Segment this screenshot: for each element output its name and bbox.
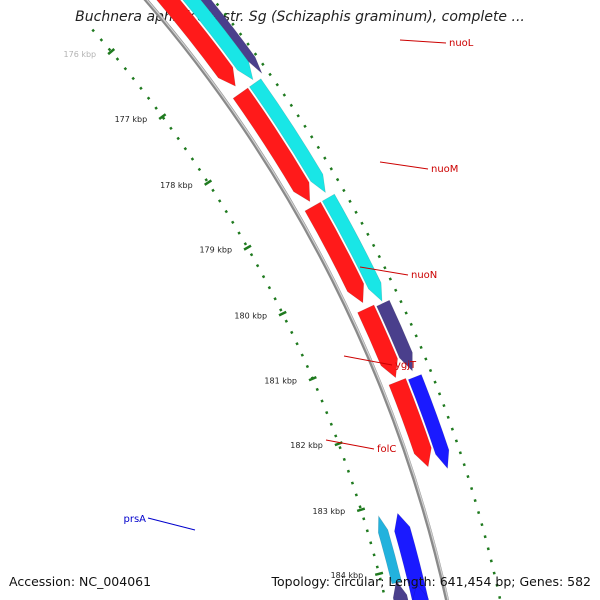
gene-label: nuoM <box>431 164 458 175</box>
scale-label: 178 kbp <box>160 181 193 190</box>
scale-label: 176 kbp <box>64 50 97 59</box>
cds-band <box>392 580 409 600</box>
gene-arrow-ygjT <box>357 304 398 379</box>
scale-label: 184 kbp <box>331 571 364 580</box>
gene-arrow-nuoM <box>232 87 311 203</box>
scale-tick <box>356 507 366 513</box>
cds-band <box>200 0 263 74</box>
scale-tick <box>243 244 252 251</box>
genome-summary: Topology: circular; Length: 641,454 bp; … <box>271 574 592 589</box>
accession-label: Accession: NC_004061 <box>9 574 152 589</box>
cds-band <box>407 374 450 470</box>
scale-tick <box>158 113 167 120</box>
scale-label: 183 kbp <box>313 507 346 516</box>
gene-leader-line <box>359 266 409 276</box>
gene-leader-line <box>399 39 447 44</box>
gene-arrow-nuoN <box>304 201 365 304</box>
scale-label: 179 kbp <box>199 246 232 255</box>
scale-label: 180 kbp <box>234 311 267 320</box>
gene-arrow-nuoL <box>156 0 236 87</box>
cds-band <box>412 583 429 600</box>
cds-band <box>321 193 383 302</box>
outer-tick-ring <box>212 0 502 600</box>
gene-arrow-folC <box>388 377 432 468</box>
backbone-highlight <box>146 0 449 600</box>
gene-leader-line <box>343 355 393 366</box>
scale-tick <box>374 571 384 577</box>
scale-tick <box>278 310 287 317</box>
cds-band <box>249 78 326 194</box>
gene-arrow-prsA <box>394 512 429 600</box>
gene-leader-line <box>147 517 196 531</box>
scale-label: 182 kbp <box>290 441 323 450</box>
gene-leader-line <box>379 161 429 170</box>
cds-band <box>182 0 254 81</box>
gene-label: ygjT <box>395 360 417 371</box>
scale-tick <box>107 48 116 56</box>
gene-label: prsA <box>123 514 146 525</box>
gene-label: folC <box>377 444 396 455</box>
gene-label: nuoN <box>411 270 437 281</box>
scale-label: 181 kbp <box>264 376 297 385</box>
scale-label: 177 kbp <box>115 115 148 124</box>
gene-leader-line <box>325 439 375 450</box>
gene-label: nuoL <box>449 38 474 49</box>
cds-band <box>376 299 413 372</box>
scale-tick <box>204 179 213 186</box>
sequence-backbone <box>143 0 449 600</box>
scale-tick <box>308 375 317 382</box>
